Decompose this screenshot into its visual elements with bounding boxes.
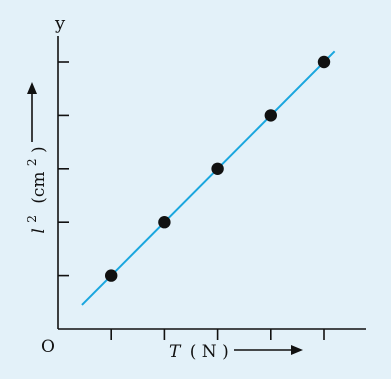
data-point-1 bbox=[105, 269, 118, 282]
axes bbox=[57, 36, 366, 330]
y-label-arrow-head bbox=[27, 82, 37, 94]
ticks bbox=[58, 61, 325, 340]
y-label-symbol-exp: 2 bbox=[25, 215, 39, 223]
x-label-arrow-head bbox=[291, 345, 303, 355]
x-label-unit: ( N ) bbox=[190, 342, 229, 362]
y-label-symbol: l bbox=[29, 228, 49, 233]
y-label-unit-close: ) bbox=[29, 146, 49, 153]
data-point-5 bbox=[317, 55, 331, 69]
label-arrows bbox=[27, 82, 303, 355]
labels: y O T ( N ) l 2 (cm 2 ) bbox=[21, 13, 229, 362]
y-axis-name: y bbox=[54, 13, 66, 34]
x-axis-label: T ( N ) bbox=[169, 342, 229, 362]
y-label-unit-exp: 2 bbox=[25, 158, 39, 166]
y-axis-label: l 2 (cm 2 ) bbox=[21, 146, 49, 233]
origin-label: O bbox=[41, 337, 55, 357]
x-label-symbol: T bbox=[169, 342, 182, 362]
data-point-4 bbox=[264, 109, 277, 122]
fit-line-group bbox=[81, 50, 336, 306]
data-point-2 bbox=[158, 216, 171, 229]
data-points bbox=[105, 55, 331, 282]
y-label-unit: (cm bbox=[29, 171, 49, 203]
data-point-3 bbox=[211, 162, 224, 175]
fit-line bbox=[81, 50, 336, 306]
